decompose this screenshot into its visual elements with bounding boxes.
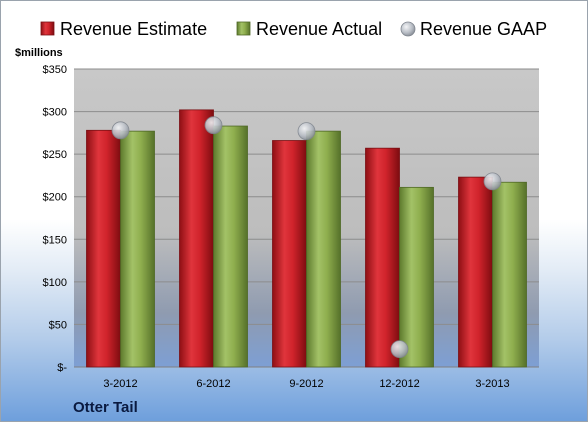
bar-revenue-actual xyxy=(213,125,248,368)
legend-label: Revenue GAAP xyxy=(420,19,547,39)
bar-revenue-estimate xyxy=(272,140,307,368)
x-tick-label: 9-2012 xyxy=(289,378,323,390)
bar-revenue-actual xyxy=(399,186,434,368)
bar-revenue-actual xyxy=(492,181,527,368)
marker-revenue-gaap xyxy=(483,172,502,191)
bar-revenue-estimate xyxy=(86,129,121,368)
bar-revenue-actual xyxy=(120,130,155,368)
marker-revenue-gaap xyxy=(297,122,316,141)
y-tick-label: $250 xyxy=(43,149,67,161)
company-label: Otter Tail xyxy=(73,399,138,416)
gaap-markers xyxy=(111,116,502,359)
x-tick-label: 3-2012 xyxy=(103,378,137,390)
x-tick-label: 12-2012 xyxy=(379,378,419,390)
marker-revenue-gaap xyxy=(390,340,409,359)
y-tick-label: $150 xyxy=(43,234,67,246)
bar-revenue-actual xyxy=(306,130,341,368)
marker-revenue-gaap xyxy=(204,116,223,135)
y-tick-label: $50 xyxy=(49,319,67,331)
y-tick-label: $300 xyxy=(43,107,67,119)
legend-label: Revenue Actual xyxy=(256,19,382,39)
x-axis-ticks: 3-2012 6-2012 9-2012 12-2012 3-2013 xyxy=(103,378,509,390)
y-axis-ticks: $- $50 $100 $150 $200 $250 $300 $350 xyxy=(43,64,68,374)
bars xyxy=(86,109,527,368)
legend-swatch xyxy=(400,21,416,37)
x-tick-label: 3-2013 xyxy=(475,378,509,390)
bar-revenue-estimate xyxy=(458,176,493,368)
legend: Revenue Estimate Revenue Actual Revenue GA… xyxy=(40,19,547,39)
marker-revenue-gaap xyxy=(111,121,130,140)
bar-revenue-estimate xyxy=(365,147,400,368)
legend-swatch xyxy=(40,21,55,36)
y-tick-label: $100 xyxy=(43,277,67,289)
y-tick-label: $350 xyxy=(43,64,67,76)
y-tick-label: $200 xyxy=(43,192,67,204)
legend-swatch xyxy=(236,21,251,36)
x-tick-label: 6-2012 xyxy=(196,378,230,390)
bar-revenue-estimate xyxy=(179,109,214,368)
legend-label: Revenue Estimate xyxy=(60,19,207,39)
y-axis-unit-label: $millions xyxy=(15,47,63,59)
y-tick-label: $- xyxy=(57,362,67,374)
